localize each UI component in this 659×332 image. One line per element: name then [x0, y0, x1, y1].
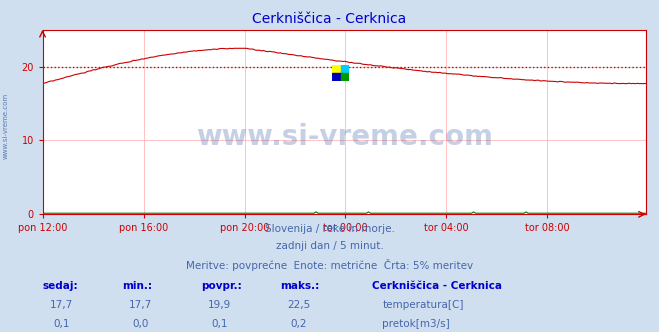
Text: www.si-vreme.com: www.si-vreme.com	[196, 123, 493, 151]
Text: 22,5: 22,5	[287, 300, 310, 310]
Text: 17,7: 17,7	[49, 300, 73, 310]
Text: 19,9: 19,9	[208, 300, 231, 310]
Text: 0,1: 0,1	[53, 319, 70, 329]
Text: povpr.:: povpr.:	[201, 281, 242, 290]
Text: maks.:: maks.:	[280, 281, 320, 290]
Text: 0,2: 0,2	[290, 319, 307, 329]
Text: min.:: min.:	[122, 281, 152, 290]
Text: Cerkniščica - Cerknica: Cerkniščica - Cerknica	[372, 281, 502, 290]
Text: Meritve: povprečne  Enote: metrične  Črta: 5% meritev: Meritve: povprečne Enote: metrične Črta:…	[186, 259, 473, 271]
Text: Cerkniščica - Cerknica: Cerkniščica - Cerknica	[252, 12, 407, 26]
Text: Slovenija / reke in morje.: Slovenija / reke in morje.	[264, 224, 395, 234]
Bar	[332, 73, 341, 81]
Text: temperatura[C]: temperatura[C]	[382, 300, 464, 310]
Text: pretok[m3/s]: pretok[m3/s]	[382, 319, 450, 329]
Bar	[332, 65, 341, 73]
Text: www.si-vreme.com: www.si-vreme.com	[2, 93, 9, 159]
Text: 17,7: 17,7	[129, 300, 152, 310]
Text: sedaj:: sedaj:	[43, 281, 78, 290]
Text: zadnji dan / 5 minut.: zadnji dan / 5 minut.	[275, 241, 384, 251]
Bar	[341, 73, 349, 81]
Bar	[341, 65, 349, 73]
Text: 0,0: 0,0	[132, 319, 148, 329]
Text: 0,1: 0,1	[211, 319, 228, 329]
